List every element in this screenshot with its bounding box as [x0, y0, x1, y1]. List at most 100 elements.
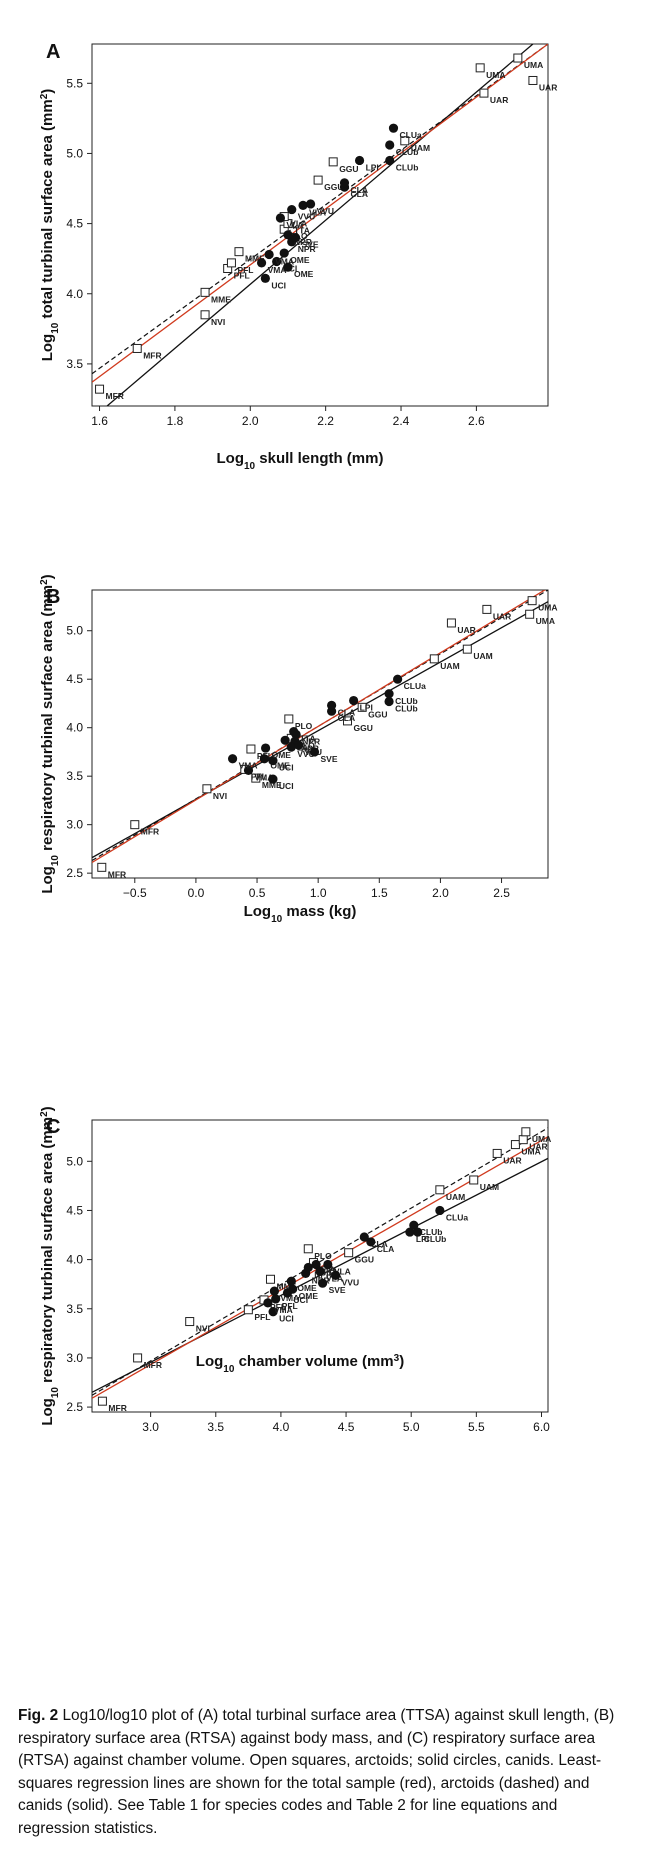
arctoid-point-label: PFL	[234, 270, 250, 280]
x-tick-label: 2.6	[468, 414, 485, 428]
arctoid-point	[226, 258, 236, 268]
arctoid-point	[429, 654, 439, 664]
canid-point-label: UCI	[279, 1314, 294, 1324]
x-tick-label: 2.2	[317, 414, 334, 428]
arctoid-point-label: MFR	[106, 391, 124, 401]
arctoid-point	[95, 384, 105, 394]
canid-point	[323, 1259, 333, 1270]
x-tick-label: 2.0	[432, 886, 449, 900]
canid-point-label: VLA	[309, 207, 326, 217]
plot-frame	[91, 43, 549, 407]
arctoid-point	[132, 343, 142, 353]
canid-point-label: VMA	[239, 761, 258, 771]
canid-point-label: CLA	[377, 1244, 394, 1254]
canid-point	[283, 262, 293, 272]
x-tick-label: −0.5	[123, 886, 147, 900]
arctoid-point	[462, 644, 472, 654]
canid-point	[385, 140, 395, 150]
canid-point-label: NPR	[301, 743, 319, 753]
canid-point	[405, 1227, 415, 1237]
y-axis-label: Log10 respiratory turbinal surface area …	[39, 1106, 61, 1425]
arctoid-point	[521, 1127, 531, 1137]
plot-frame	[91, 589, 549, 879]
canid-point	[260, 743, 271, 753]
arctoid-point	[265, 1274, 275, 1284]
canid-point-label: OME	[297, 1283, 317, 1293]
canid-point	[268, 1307, 278, 1317]
canid-point-label: LPI	[416, 1234, 429, 1244]
canid-point	[309, 747, 320, 757]
y-tick-label: 4.5	[66, 1203, 83, 1217]
arctoid-point-label: UMA	[524, 60, 543, 70]
arctoid-point-label: MME	[276, 1281, 296, 1291]
arctoid-point-label: UAM	[446, 1192, 465, 1202]
figure-caption: Fig. 2 Log10/log10 plot of (A) total tur…	[18, 1705, 630, 1840]
canid-point-label: CLUb	[424, 1234, 447, 1244]
canid-point-label: VVU	[297, 749, 314, 759]
canid-point	[271, 1294, 281, 1304]
x-axis-label: Log10 chamber volume (mm3)	[196, 1353, 404, 1375]
canid-point	[305, 199, 316, 209]
total-regression-line	[92, 44, 548, 383]
canid-point	[263, 1298, 273, 1308]
x-axis-label: Log10 skull length (mm)	[217, 450, 384, 472]
canid-point	[260, 273, 270, 283]
x-tick-label: 1.0	[310, 886, 327, 900]
arctoid-point-label: TTA	[319, 1265, 335, 1275]
arctoid-point	[243, 1305, 253, 1315]
canid-point	[283, 230, 293, 240]
arctoid-point-label: PLO	[297, 740, 315, 750]
canid-point	[256, 258, 267, 268]
canid-point	[279, 248, 289, 258]
arctoid-point-label: UMA	[538, 603, 557, 613]
arctoid-point-label: VLA	[290, 219, 307, 229]
arctoid-point-label: UAR	[539, 82, 557, 92]
arctoid-point	[357, 702, 367, 712]
y-tick-label: 3.5	[66, 357, 83, 371]
arctoid-point-label: GGU	[339, 164, 358, 174]
canid-point	[388, 123, 399, 133]
canid-point	[294, 740, 304, 750]
arctoid-point	[97, 862, 107, 872]
canid-point-label: VMA	[268, 265, 287, 275]
panel-a: A 1.6 1.8 2.0 2.2 2.4 2.6 3.5 4.0 4.5 5.0 5.5 Log10…	[39, 41, 558, 472]
canid-point-label: VLA	[286, 220, 303, 230]
canid-point	[275, 213, 286, 223]
arctoid-point	[528, 75, 538, 85]
canid-point-label: CLA	[338, 713, 355, 723]
y-tick-label: 3.5	[66, 1302, 83, 1316]
y-tick-label: 2.5	[66, 1400, 83, 1414]
arctoid-point-label: UAM	[440, 661, 459, 671]
canid-point	[384, 689, 394, 699]
arctoid-point	[475, 63, 485, 73]
arctoid-regression-line	[92, 44, 548, 375]
canid-point-label: VMA	[275, 256, 294, 266]
canid-point-label: UCI	[279, 763, 294, 773]
canid-point	[339, 178, 350, 188]
arctoid-point	[284, 714, 294, 724]
arctoid-point	[313, 175, 323, 185]
arctoid-point	[200, 310, 210, 320]
arctoid-point-label: PLO	[295, 721, 313, 731]
panel-b: B −0.5 0.0 0.5 1.0 1.5 2.0 2.5 2.5 3.0 3.5 4.0 4.5 5…	[39, 574, 558, 924]
canid-regression-line	[92, 601, 548, 859]
canid-point-label: UCI	[279, 781, 294, 791]
canid-point	[318, 1278, 328, 1288]
canid-point-label: CLUb	[420, 1227, 443, 1237]
canid-point-label: PFL	[282, 1301, 298, 1311]
arctoid-point	[303, 1244, 313, 1254]
canid-point-label: CLA	[350, 189, 367, 199]
arctoid-regression-line	[92, 1127, 548, 1396]
x-tick-label: 5.5	[468, 1420, 485, 1434]
canid-point	[259, 754, 269, 764]
arctoid-point	[200, 287, 210, 297]
canid-point-label: VMA	[254, 772, 273, 782]
canid-point	[243, 765, 254, 775]
y-tick-label: 4.5	[66, 672, 83, 686]
plot-frame	[91, 1119, 549, 1413]
canid-point	[287, 204, 297, 215]
y-tick-label: 5.0	[66, 146, 83, 160]
arctoid-point-label: UAR	[490, 95, 508, 105]
canid-point	[384, 696, 394, 707]
x-tick-label: 5.0	[403, 1420, 420, 1434]
